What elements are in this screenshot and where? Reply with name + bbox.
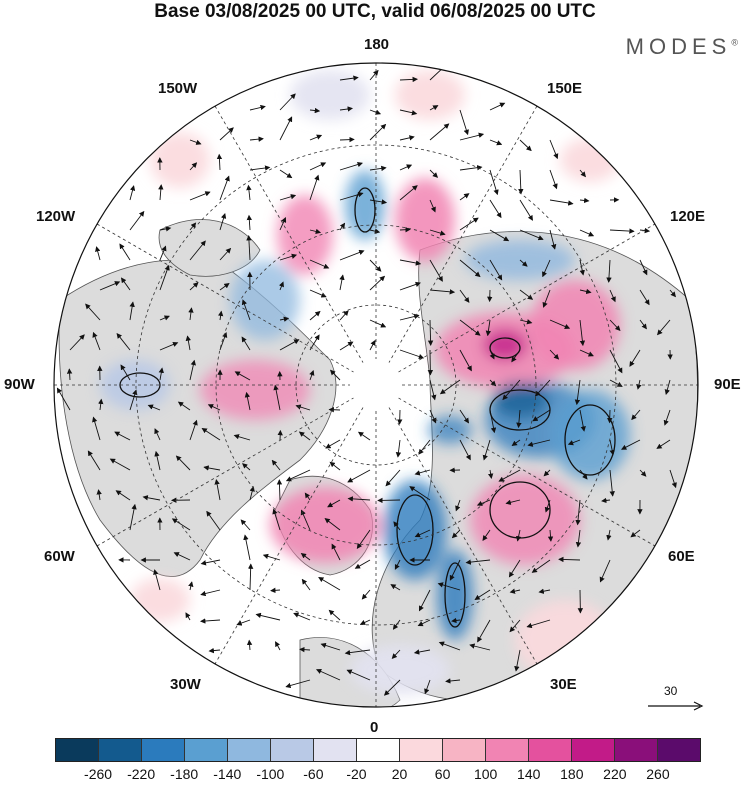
longitude-label-60e: 60E: [668, 548, 695, 565]
colorbar-cell: [442, 739, 485, 761]
colorbar-cell: [227, 739, 270, 761]
colorbar-tick-label: 20: [392, 766, 408, 782]
colorbar-tick-label: -180: [170, 766, 198, 782]
colorbar-cell: [528, 739, 571, 761]
colorbar-tick-label: -20: [346, 766, 366, 782]
arrow-right-icon: [646, 684, 706, 714]
longitude-label-120w: 120W: [36, 208, 75, 225]
anomaly-negative: [550, 390, 630, 480]
colorbar-cell: [356, 739, 399, 761]
wind-vector: [340, 139, 354, 140]
colorbar-tick-label: -220: [127, 766, 155, 782]
longitude-label-30w: 30W: [170, 676, 201, 693]
anomaly-negative: [230, 260, 300, 340]
anomaly-positive: [150, 132, 210, 188]
colorbar-cell: [313, 739, 356, 761]
anomaly-positive: [277, 195, 333, 275]
brand-name: MODES: [626, 34, 732, 59]
colorbar-cell: [184, 739, 227, 761]
colorbar-tick-label: 100: [474, 766, 497, 782]
anomaly-positive: [395, 178, 455, 262]
longitude-label-150w: 150W: [158, 80, 197, 97]
colorbar-cell: [614, 739, 657, 761]
colorbar-ticks: -260 -220 -180 -140 -100 -60 -20 20 60 100 140 180 2…: [0, 766, 750, 783]
colorbar-cell: [141, 739, 184, 761]
anomaly-negative: [350, 645, 450, 695]
anomaly-negative: [345, 170, 385, 240]
colorbar-tick-label: -60: [303, 766, 323, 782]
anomaly-positive: [530, 280, 620, 370]
colorbar-cell: [270, 739, 313, 761]
colorbar-tick-label: 220: [603, 766, 626, 782]
longitude-label-0: 0: [370, 719, 378, 736]
map-disc: [50, 60, 710, 720]
longitude-label-180: 180: [364, 36, 389, 53]
colorbar-cell: [56, 739, 98, 761]
colorbar-cell: [571, 739, 614, 761]
colorbar-cell: [657, 739, 700, 761]
pole-hole: [350, 359, 402, 411]
anomaly-positive: [395, 70, 465, 120]
colorbar-tick-label: -140: [213, 766, 241, 782]
wind-vector: [400, 229, 410, 230]
brand-logo: MODES®: [626, 34, 738, 60]
anomaly-positive: [470, 475, 580, 565]
longitude-label-90e: 90E: [714, 376, 741, 393]
colorbar-tick-label: 60: [435, 766, 451, 782]
colorbar: [55, 738, 701, 762]
anomaly-positive: [483, 329, 527, 361]
chart-title: Base 03/08/2025 00 UTC, valid 06/08/2025…: [0, 0, 750, 24]
longitude-label-90w: 90W: [4, 376, 35, 393]
longitude-label-150e: 150E: [547, 80, 582, 97]
anomaly-positive: [270, 487, 380, 563]
wind-vector: [329, 410, 340, 411]
colorbar-cell: [485, 739, 528, 761]
colorbar-cell: [98, 739, 141, 761]
anomaly-positive: [130, 578, 190, 622]
colorbar-tick-label: 260: [646, 766, 669, 782]
wind-vector: [378, 500, 400, 501]
brand-mark: ®: [731, 38, 738, 48]
colorbar-tick-label: -260: [84, 766, 112, 782]
colorbar-tick-label: 180: [560, 766, 583, 782]
colorbar-tick-label: 140: [517, 766, 540, 782]
longitude-label-120e: 120E: [670, 208, 705, 225]
colorbar-tick-label: -100: [256, 766, 284, 782]
longitude-label-60w: 60W: [44, 548, 75, 565]
colorbar-cell: [399, 739, 442, 761]
anomaly-negative: [290, 70, 370, 120]
longitude-label-30e: 30E: [550, 676, 577, 693]
